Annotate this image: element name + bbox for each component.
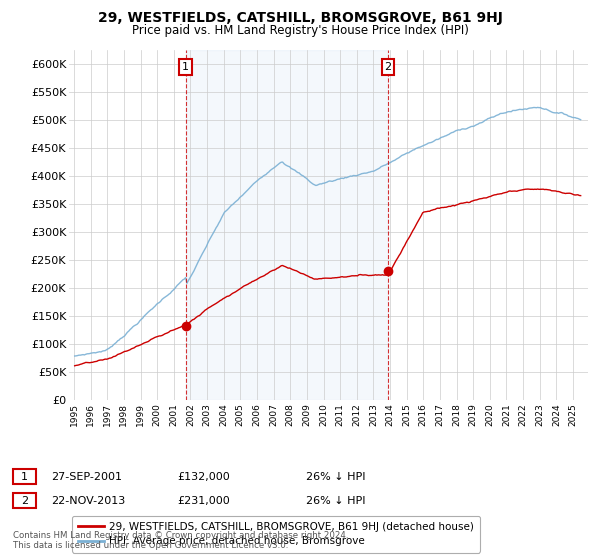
Text: 29, WESTFIELDS, CATSHILL, BROMSGROVE, B61 9HJ: 29, WESTFIELDS, CATSHILL, BROMSGROVE, B6… — [98, 11, 502, 25]
Text: 1: 1 — [182, 62, 189, 72]
Text: £231,000: £231,000 — [177, 496, 230, 506]
Text: 22-NOV-2013: 22-NOV-2013 — [51, 496, 125, 506]
Text: 27-SEP-2001: 27-SEP-2001 — [51, 472, 122, 482]
Text: 2: 2 — [385, 62, 392, 72]
Text: 2: 2 — [21, 496, 28, 506]
Text: 26% ↓ HPI: 26% ↓ HPI — [306, 496, 365, 506]
Bar — [185, 50, 388, 400]
Text: 1: 1 — [21, 472, 28, 482]
Text: Price paid vs. HM Land Registry's House Price Index (HPI): Price paid vs. HM Land Registry's House … — [131, 24, 469, 36]
Text: Contains HM Land Registry data © Crown copyright and database right 2024.
This d: Contains HM Land Registry data © Crown c… — [13, 530, 349, 550]
Legend: 29, WESTFIELDS, CATSHILL, BROMSGROVE, B61 9HJ (detached house), HPI: Average pri: 29, WESTFIELDS, CATSHILL, BROMSGROVE, B6… — [71, 516, 480, 553]
Text: £132,000: £132,000 — [177, 472, 230, 482]
Text: 26% ↓ HPI: 26% ↓ HPI — [306, 472, 365, 482]
